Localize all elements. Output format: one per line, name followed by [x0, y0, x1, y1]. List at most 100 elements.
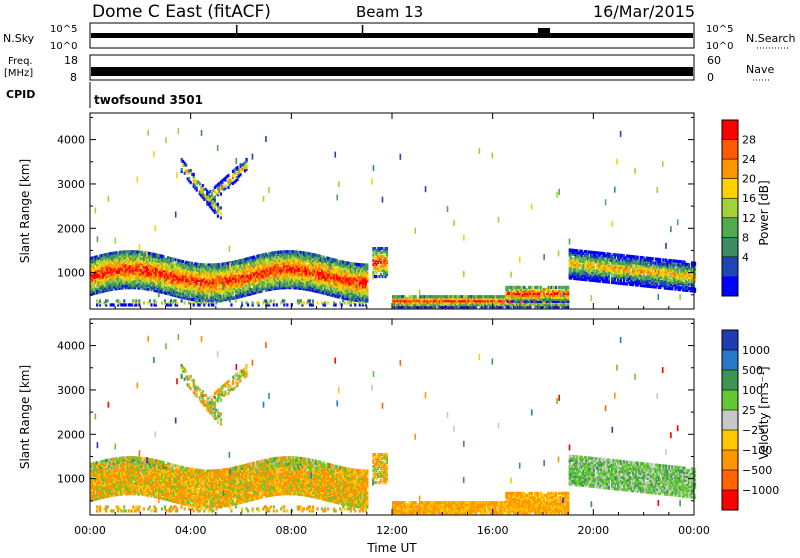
power-cell: [149, 299, 151, 302]
cpid-value: twofsound 3501: [94, 93, 203, 107]
power-cell: [185, 163, 187, 166]
power-cell: [235, 299, 237, 302]
power-cell: [212, 303, 214, 306]
power-cell: [123, 299, 125, 302]
nsearch-tick-bottom: 10^0: [706, 41, 733, 52]
power-cell: [224, 184, 226, 187]
power-cell: [283, 299, 285, 302]
power-cell: [150, 303, 152, 306]
power-cell: [354, 303, 356, 306]
power-cell: [227, 186, 229, 189]
power-cell: [375, 275, 377, 278]
nsky-bump: [538, 28, 550, 36]
nsky-tick-bottom: 10^0: [50, 41, 77, 52]
power-cell: [303, 301, 305, 304]
nsearch-label: N.Search: [746, 32, 796, 45]
power-cell: [241, 301, 243, 304]
nsky-band: [91, 33, 693, 38]
nsky-spike-1: [362, 25, 364, 37]
power-cell: [220, 212, 222, 215]
power-cell: [230, 303, 232, 306]
power-cell: [99, 299, 101, 302]
power-cell: [258, 301, 260, 304]
power-cell: [193, 173, 195, 176]
power-cell: [188, 301, 190, 304]
cpid-label: CPID: [6, 88, 35, 101]
freq-tick-bottom: 8: [70, 71, 77, 84]
power-cell: [270, 299, 272, 302]
power-cell: [214, 196, 216, 199]
power-cell: [246, 164, 248, 167]
power-cell: [366, 271, 368, 274]
station-title: Dome C East (fitACF): [92, 2, 271, 22]
power-cell: [161, 301, 163, 304]
freq-band: [91, 67, 693, 76]
power-cell: [366, 299, 368, 302]
power-cell: [276, 303, 278, 306]
power-cell: [193, 303, 195, 306]
freq-tick-top: 18: [64, 54, 78, 67]
power-cell: [324, 301, 326, 304]
power-cell: [317, 301, 319, 304]
power-cell: [181, 168, 183, 171]
power-cell: [555, 286, 557, 289]
power-cell: [190, 169, 192, 172]
power-cell: [366, 263, 368, 266]
power-cell: [155, 301, 157, 304]
beam-title: Beam 13: [356, 3, 423, 21]
power-cell: [220, 206, 222, 209]
power-cell: [131, 303, 133, 306]
power-cell: [273, 303, 275, 306]
power-cell: [227, 174, 229, 177]
power-cell: [252, 301, 254, 304]
power-cell: [366, 285, 368, 288]
nsearch-tick-top: 10^5: [706, 24, 733, 35]
power-cell: [113, 303, 115, 306]
power-cell: [220, 216, 222, 219]
power-cell: [217, 215, 219, 218]
date-title: 16/Mar/2015: [593, 2, 695, 21]
power-cell: [567, 296, 569, 299]
power-cell: [273, 299, 275, 302]
power-cell: [138, 299, 140, 302]
nave-tick-bottom: 0: [707, 71, 714, 84]
power-cell: [246, 158, 248, 161]
power-cell: [181, 299, 183, 302]
power-cell: [386, 247, 388, 250]
power-cell: [143, 301, 145, 304]
power-cell: [344, 301, 346, 304]
power-cell: [286, 303, 288, 306]
power-cell: [335, 303, 337, 306]
power-cell: [415, 295, 417, 298]
power-cell: [196, 186, 198, 189]
power-cell: [312, 299, 314, 302]
nave-label: Nave: [746, 63, 774, 76]
power-cell: [531, 286, 533, 289]
power-cell: [247, 303, 249, 306]
power-cell: [188, 177, 190, 180]
nsky-tick-top: 10^5: [50, 24, 77, 35]
power-cell: [567, 286, 569, 289]
power-cell: [327, 301, 329, 304]
power-cell: [199, 182, 201, 185]
power-cell: [283, 303, 285, 306]
power-cell: [184, 301, 186, 304]
nsky-spike-0: [236, 25, 238, 37]
power-cell: [220, 192, 222, 195]
freq-label: Freq.: [8, 56, 33, 67]
freq-trace: [91, 67, 693, 76]
power-cell: [107, 299, 109, 302]
power-cell: [214, 199, 216, 202]
power-cell: [217, 203, 219, 206]
power-cell: [232, 174, 234, 177]
power-cell: [176, 301, 178, 304]
freq-unit-label: [MHz]: [4, 68, 33, 79]
power-cell: [125, 303, 127, 306]
power-heatmap: [90, 128, 696, 308]
nave-tick-top: 60: [707, 54, 721, 67]
nsky-label: N.Sky: [3, 32, 35, 45]
power-cell: [239, 173, 241, 176]
power-cell: [202, 184, 204, 187]
power-cell: [164, 299, 166, 302]
